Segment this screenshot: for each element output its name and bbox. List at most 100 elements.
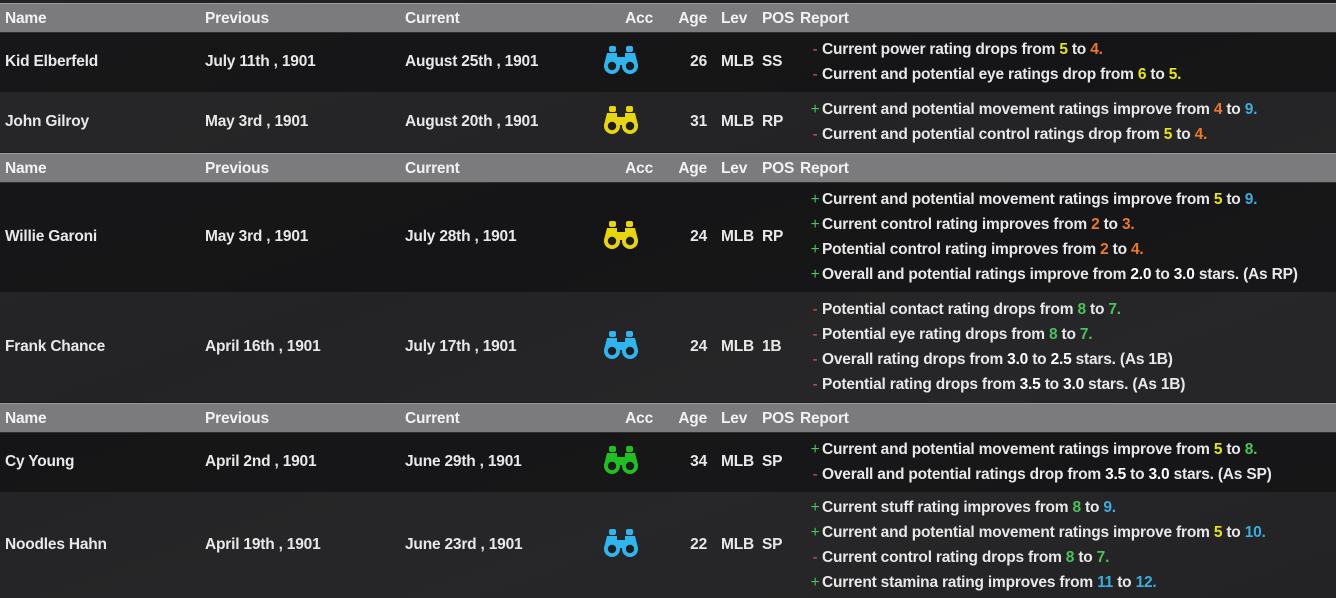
previous-date: April 19th , 1901 — [205, 536, 321, 553]
player-name[interactable]: Noodles Hahn — [5, 536, 107, 553]
column-header-previous[interactable]: Previous — [205, 159, 269, 177]
report-text: to — [1126, 466, 1149, 483]
table-row[interactable]: Willie Garoni May 3rd , 1901 July 28th , 1… — [0, 182, 1336, 292]
report-line: - Current and potential control ratings d… — [808, 122, 1208, 147]
player-name[interactable]: Cy Young — [5, 453, 75, 470]
column-header-name[interactable]: Name — [5, 409, 47, 427]
rating-value: 4 — [1213, 101, 1223, 118]
report-line: + Current and potential movement ratings … — [808, 437, 1258, 462]
player-age: 26 — [690, 53, 707, 70]
accuracy-cell — [598, 492, 644, 598]
player-position: RP — [762, 113, 784, 130]
column-header-pos[interactable]: POS — [762, 409, 795, 427]
player-position: SP — [762, 536, 783, 553]
report-line: + Overall and potential ratings improve f… — [808, 262, 1298, 287]
report-line: - Potential contact rating drops from 8 t… — [808, 297, 1122, 322]
rating-value: 2.0 — [1130, 266, 1152, 283]
report-text: to — [1074, 549, 1097, 566]
player-position: RP — [762, 228, 784, 245]
report-text: Current stuff rating improves from — [822, 499, 1073, 516]
report-line: + Current and potential movement ratings … — [808, 97, 1258, 122]
player-name[interactable]: Willie Garoni — [5, 228, 97, 245]
rating-value: 3.0 — [1148, 466, 1170, 483]
report-text: to — [1057, 326, 1080, 343]
accuracy-cell — [598, 182, 644, 292]
column-header-age[interactable]: Age — [678, 159, 707, 177]
rating-value: 9. — [1244, 101, 1258, 118]
rating-value: 8 — [1049, 326, 1058, 343]
column-header-report[interactable]: Report — [800, 159, 849, 177]
report-text: Current and potential movement ratings i… — [822, 191, 1214, 208]
column-header-report[interactable]: Report — [800, 409, 849, 427]
column-header-current[interactable]: Current — [405, 159, 460, 177]
plus-icon: + — [810, 241, 820, 258]
column-header-current[interactable]: Current — [405, 409, 460, 427]
player-level: MLB — [721, 338, 754, 355]
column-header-previous[interactable]: Previous — [205, 9, 269, 27]
table-row[interactable]: Cy Young April 2nd , 1901 June 29th , 1901… — [0, 432, 1336, 492]
column-header-lev[interactable]: Lev — [721, 9, 748, 27]
minus-icon: - — [812, 326, 818, 343]
plus-icon: + — [810, 441, 820, 458]
previous-date: April 2nd , 1901 — [205, 453, 317, 470]
plus-icon: + — [810, 574, 820, 591]
column-header-name[interactable]: Name — [5, 159, 47, 177]
current-date: June 23rd , 1901 — [405, 536, 523, 553]
report-text: stars. (As SP) — [1169, 466, 1272, 483]
current-date: July 28th , 1901 — [405, 228, 517, 245]
minus-icon: - — [812, 466, 818, 483]
report-line: - Overall rating drops from 3.0 to 2.5 st… — [808, 347, 1173, 372]
report-text: Potential eye rating drops from — [822, 326, 1050, 343]
report-text: to — [1080, 499, 1104, 516]
column-header-age[interactable]: Age — [678, 409, 707, 427]
column-header-current[interactable]: Current — [405, 9, 460, 27]
column-header-age[interactable]: Age — [678, 9, 707, 27]
player-name[interactable]: Frank Chance — [5, 338, 106, 355]
player-name[interactable]: John Gilroy — [5, 113, 89, 130]
column-header-acc[interactable]: Acc — [625, 409, 653, 427]
rating-value: 5 — [1163, 126, 1173, 143]
report-cell: + Current stuff rating improves from 8 to… — [808, 492, 1266, 598]
report-line: + Potential control rating improves from … — [808, 237, 1144, 262]
rating-value: 2.5 — [1050, 351, 1072, 368]
report-text: to — [1222, 524, 1245, 541]
report-text: Overall and potential ratings drop from — [822, 466, 1106, 483]
column-header-acc[interactable]: Acc — [625, 159, 653, 177]
column-header-acc[interactable]: Acc — [625, 9, 653, 27]
report-line: - Potential rating drops from 3.5 to 3.0 … — [808, 372, 1186, 397]
report-text: Current control rating drops from — [822, 549, 1066, 566]
rating-value: 6 — [1137, 66, 1147, 83]
rating-value: 8 — [1072, 499, 1082, 516]
minus-icon: - — [812, 376, 818, 393]
report-line: - Potential eye rating drops from 8 to 7. — [808, 322, 1093, 347]
column-header-pos[interactable]: POS — [762, 159, 795, 177]
binoculars-icon — [602, 45, 640, 80]
binoculars-icon — [602, 105, 640, 140]
minus-icon: - — [812, 41, 818, 58]
rating-value: 5 — [1213, 524, 1223, 541]
column-header-pos[interactable]: POS — [762, 9, 795, 27]
column-header-lev[interactable]: Lev — [721, 159, 748, 177]
table-row[interactable]: Frank Chance April 16th , 1901 July 17th ,… — [0, 292, 1336, 402]
column-header-report[interactable]: Report — [800, 9, 849, 27]
minus-icon: - — [812, 351, 818, 368]
report-text: to — [1040, 376, 1064, 393]
table-row[interactable]: John Gilroy May 3rd , 1901 August 20th , 1… — [0, 92, 1336, 152]
binoculars-icon — [602, 445, 640, 480]
current-date: June 29th , 1901 — [405, 453, 522, 470]
report-text: to — [1113, 574, 1136, 591]
minus-icon: - — [812, 549, 818, 566]
previous-date: May 3rd , 1901 — [205, 228, 309, 245]
table-row[interactable]: Noodles Hahn April 19th , 1901 June 23rd ,… — [0, 492, 1336, 598]
column-header-lev[interactable]: Lev — [721, 409, 748, 427]
report-line: + Current stamina rating improves from 11… — [808, 570, 1157, 595]
report-cell: - Potential contact rating drops from 8 t… — [808, 292, 1186, 402]
plus-icon: + — [810, 216, 820, 233]
column-header-previous[interactable]: Previous — [205, 409, 269, 427]
player-name[interactable]: Kid Elberfeld — [5, 53, 98, 70]
rating-value: 11 — [1097, 574, 1114, 591]
binoculars-icon — [602, 528, 640, 563]
column-header-name[interactable]: Name — [5, 9, 47, 27]
table-row[interactable]: Kid Elberfeld July 11th , 1901 August 25th… — [0, 32, 1336, 92]
player-position: 1B — [762, 338, 782, 355]
